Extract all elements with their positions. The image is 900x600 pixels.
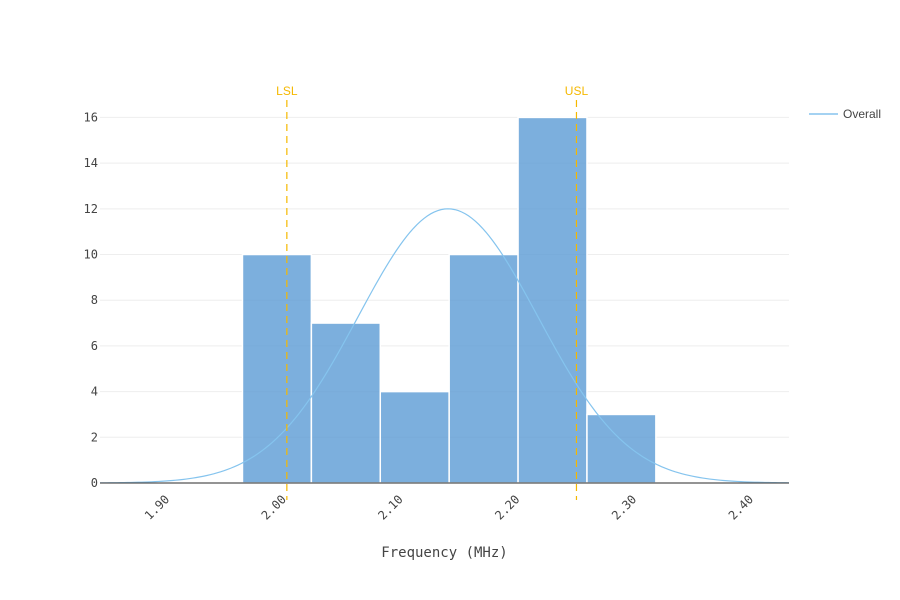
y-tick-label: 0 (91, 476, 98, 490)
x-tick-label: 2.10 (375, 492, 405, 522)
x-axis-ticks: 1.90 2.00 2.10 2.20 2.30 2.40 (142, 492, 756, 522)
y-tick-label: 8 (91, 293, 98, 307)
series-line-overall[interactable] (99, 208, 790, 484)
legend-label: Overall (843, 107, 881, 121)
y-tick-label: 6 (91, 339, 98, 353)
histogram-bars (241, 116, 657, 484)
histogram-bar[interactable] (448, 253, 519, 484)
spec-limit-label: USL (565, 84, 589, 98)
y-tick-label: 4 (91, 385, 98, 399)
y-tick-label: 16 (84, 110, 98, 124)
x-tick-label: 2.00 (259, 492, 289, 522)
x-tick-label: 2.40 (726, 492, 756, 522)
legend[interactable]: Overall (809, 107, 881, 121)
histogram-bar[interactable] (586, 413, 657, 484)
histogram-bar[interactable] (379, 390, 450, 484)
y-tick-label: 14 (84, 156, 98, 170)
y-tick-label: 12 (84, 202, 98, 216)
x-tick-label: 2.30 (609, 492, 639, 522)
grid-lines (100, 116, 789, 438)
y-tick-label: 10 (84, 248, 98, 262)
histogram-bar[interactable] (310, 322, 382, 484)
x-axis-title: Frequency (MHz) (381, 545, 507, 561)
x-tick-label: 2.20 (492, 492, 522, 522)
y-tick-label: 2 (91, 430, 98, 444)
spec-limit-lines: LSL USL (276, 84, 588, 500)
normal-curve (99, 208, 790, 484)
y-axis-ticks: 0 2 4 6 8 10 12 14 16 (84, 110, 98, 490)
x-tick-label: 1.90 (142, 492, 172, 522)
histogram-bar[interactable] (241, 253, 313, 484)
spec-limit-label: LSL (276, 84, 298, 98)
